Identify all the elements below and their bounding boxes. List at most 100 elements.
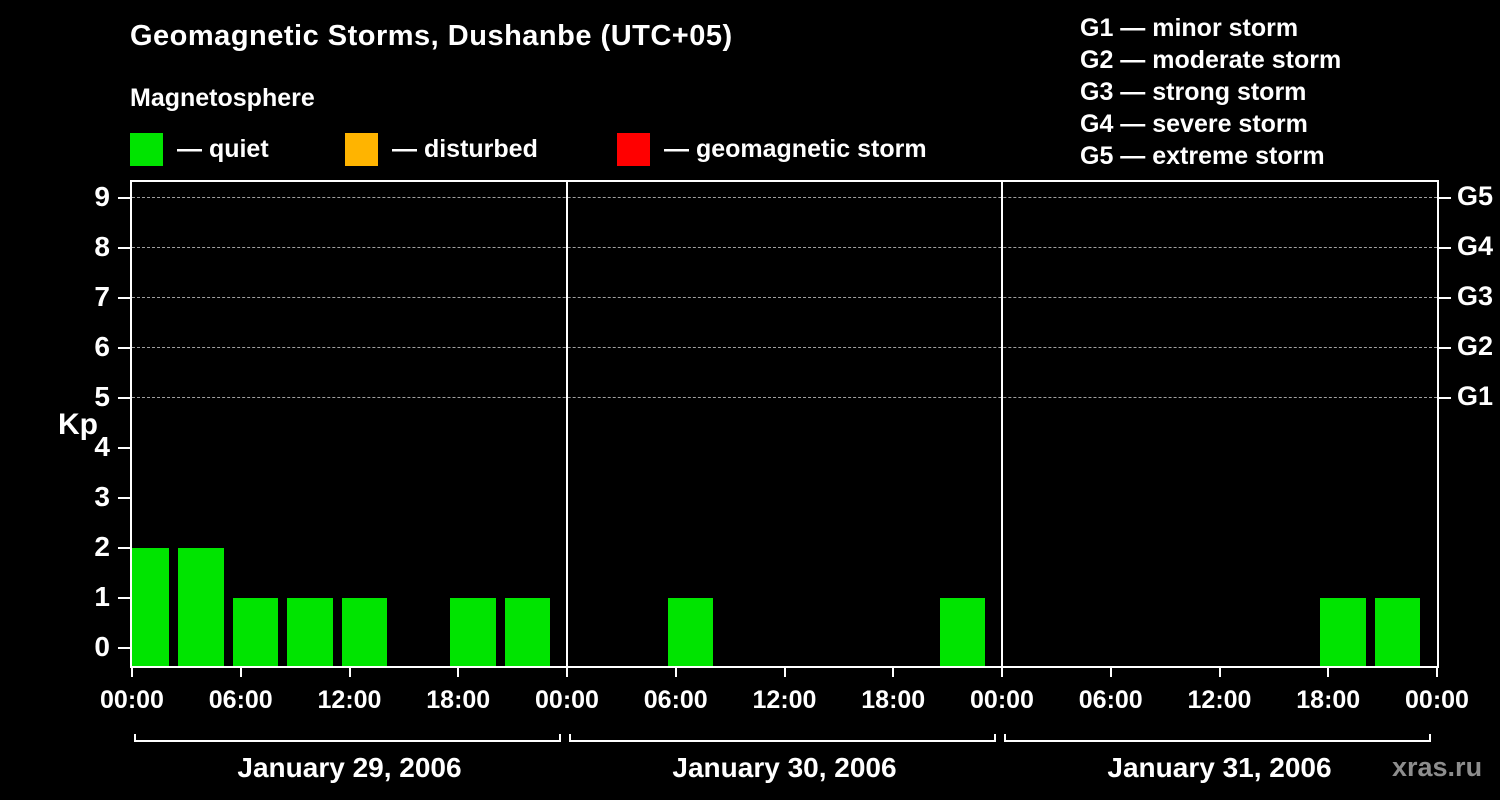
x-tick-label: 18:00 bbox=[1296, 686, 1361, 714]
day-bracket bbox=[134, 734, 561, 742]
y-tick-label: 2 bbox=[94, 531, 110, 562]
y-axis-tick bbox=[118, 647, 130, 649]
g-level-label: G1 bbox=[1457, 381, 1494, 411]
g-legend-line-4: G4 — severe storm bbox=[1080, 110, 1308, 138]
x-tick-label: 18:00 bbox=[426, 686, 491, 714]
gridline-g4 bbox=[132, 247, 1437, 248]
x-axis-tick bbox=[457, 668, 460, 677]
x-tick-label: 18:00 bbox=[861, 686, 926, 714]
kp-bar bbox=[178, 548, 224, 666]
legend-label: — geomagnetic storm bbox=[664, 135, 927, 163]
gridline-g1 bbox=[132, 397, 1437, 398]
g-scale-legend: G1 — minor storm G2 — moderate storm G3 — … bbox=[1080, 12, 1341, 172]
g-level-label: G5 bbox=[1457, 181, 1494, 211]
x-tick-label: 12:00 bbox=[317, 686, 382, 714]
g-level-label: G2 bbox=[1457, 331, 1494, 361]
gridline-g2 bbox=[132, 347, 1437, 348]
x-axis-tick bbox=[674, 668, 677, 677]
x-tick-label: 12:00 bbox=[1187, 686, 1252, 714]
x-axis-tick bbox=[239, 668, 242, 677]
kp-axis-label: Kp bbox=[58, 408, 98, 441]
g-legend-line-5: G5 — extreme storm bbox=[1080, 142, 1325, 170]
legend-item-quiet: — quiet bbox=[130, 133, 269, 166]
y-tick-label: 9 bbox=[94, 181, 110, 212]
x-axis-tick bbox=[1109, 668, 1112, 677]
y-tick-label: 5 bbox=[94, 381, 110, 412]
kp-bar bbox=[341, 598, 387, 666]
y-tick-label: 4 bbox=[94, 431, 110, 462]
x-axis-tick bbox=[892, 668, 895, 677]
kp-bar bbox=[939, 598, 985, 666]
day-date-label: January 31, 2006 bbox=[1107, 752, 1332, 783]
y-tick-label: 7 bbox=[94, 281, 110, 312]
day-bracket bbox=[1004, 734, 1431, 742]
day-divider bbox=[1001, 182, 1003, 666]
x-tick-label: 00:00 bbox=[100, 686, 164, 714]
g-axis-tick bbox=[1439, 347, 1451, 349]
x-tick-label: 00:00 bbox=[970, 686, 1034, 714]
g-legend-line-3: G3 — strong storm bbox=[1080, 78, 1307, 106]
day-date-label: January 29, 2006 bbox=[237, 752, 462, 783]
x-axis-tick bbox=[1436, 668, 1438, 677]
gridline-g3 bbox=[132, 297, 1437, 298]
kp-bar bbox=[232, 598, 279, 666]
x-axis-tick bbox=[1001, 668, 1003, 677]
y-axis-tick bbox=[118, 497, 130, 499]
day-divider bbox=[566, 182, 568, 666]
gridline-g5 bbox=[132, 197, 1437, 198]
kp-bar bbox=[450, 598, 496, 666]
kp-bar bbox=[287, 598, 333, 666]
kp-bar bbox=[667, 598, 714, 666]
x-tick-label: 06:00 bbox=[208, 686, 273, 714]
legend-label: — quiet bbox=[177, 135, 269, 163]
y-axis-tick bbox=[118, 397, 130, 399]
x-tick-label: 00:00 bbox=[535, 686, 599, 714]
y-tick-label: 8 bbox=[94, 231, 110, 262]
y-axis-tick bbox=[118, 297, 130, 299]
x-tick-label: 00:00 bbox=[1405, 686, 1469, 714]
g-axis-tick bbox=[1439, 247, 1451, 249]
x-axis-tick bbox=[348, 668, 351, 677]
y-tick-label: 6 bbox=[94, 331, 110, 362]
page-title: Geomagnetic Storms, Dushanbe (UTC+05) bbox=[130, 20, 733, 52]
y-tick-label: 0 bbox=[94, 631, 110, 662]
kp-bar bbox=[504, 598, 550, 666]
g-level-label: G4 bbox=[1457, 231, 1494, 261]
y-tick-label: 3 bbox=[94, 481, 110, 512]
g-axis-tick bbox=[1439, 397, 1451, 399]
quiet-swatch-icon bbox=[130, 133, 163, 166]
g-axis-tick bbox=[1439, 297, 1451, 299]
y-tick-label: 1 bbox=[94, 581, 110, 612]
watermark: xras.ru bbox=[1392, 752, 1483, 782]
g-level-label: G3 bbox=[1457, 281, 1494, 311]
kp-bar bbox=[132, 548, 170, 666]
y-axis-tick bbox=[118, 247, 130, 249]
legend-item-disturbed: — disturbed bbox=[345, 133, 538, 166]
geomagnetic-storm-swatch-icon bbox=[617, 133, 650, 166]
x-axis-tick bbox=[783, 668, 786, 677]
y-axis-tick bbox=[118, 547, 130, 549]
y-axis-tick bbox=[118, 347, 130, 349]
x-axis-tick bbox=[1327, 668, 1330, 677]
x-tick-label: 06:00 bbox=[1078, 686, 1143, 714]
x-axis-tick bbox=[131, 668, 133, 677]
kp-bar bbox=[1374, 598, 1420, 666]
plot-area bbox=[130, 180, 1439, 668]
x-axis-tick bbox=[566, 668, 568, 677]
x-tick-label: 06:00 bbox=[643, 686, 708, 714]
legend-label: — disturbed bbox=[392, 135, 538, 163]
day-bracket bbox=[569, 734, 996, 742]
kp-bar bbox=[1320, 598, 1366, 666]
legend-item-geomagnetic-storm: — geomagnetic storm bbox=[617, 133, 927, 166]
day-date-label: January 30, 2006 bbox=[672, 752, 897, 783]
y-axis-tick bbox=[118, 447, 130, 449]
g-legend-line-1: G1 — minor storm bbox=[1080, 14, 1299, 42]
g-axis-tick bbox=[1439, 197, 1451, 199]
y-axis-tick bbox=[118, 197, 130, 199]
magnetosphere-label: Magnetosphere bbox=[130, 84, 315, 112]
y-axis-tick bbox=[118, 597, 130, 599]
g-legend-line-2: G2 — moderate storm bbox=[1080, 46, 1342, 74]
x-axis-tick bbox=[1218, 668, 1221, 677]
disturbed-swatch-icon bbox=[345, 133, 378, 166]
